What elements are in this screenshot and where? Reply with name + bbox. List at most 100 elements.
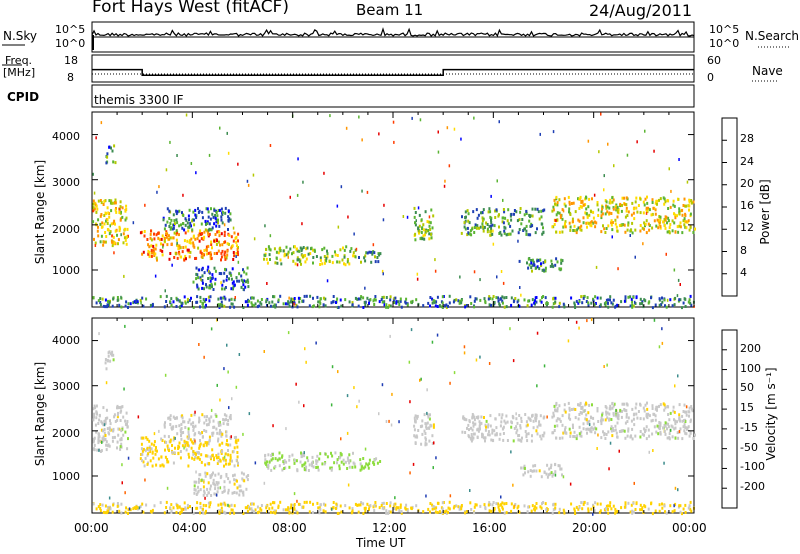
- echo-cell: [268, 507, 271, 511]
- echo-cell: [93, 207, 96, 211]
- echo-noise: [246, 179, 249, 183]
- echo-cell: [332, 295, 335, 298]
- echo-cell: [540, 475, 543, 479]
- echo-noise: [372, 243, 375, 247]
- echo-cell: [103, 431, 106, 435]
- echo-cell: [679, 510, 682, 514]
- echo-cell: [397, 506, 400, 510]
- echo-cell: [95, 404, 98, 408]
- echo-cell: [473, 231, 476, 234]
- echo-cell: [522, 473, 525, 477]
- echo-cell: [192, 450, 195, 454]
- echo-cell: [269, 248, 272, 252]
- echo-cell: [531, 263, 534, 267]
- echo-cell: [518, 510, 521, 514]
- echo-cell: [142, 510, 145, 514]
- echo-cell: [659, 421, 662, 425]
- echo-noise: [296, 193, 299, 197]
- echo-cell: [688, 504, 691, 508]
- echo-cell: [319, 507, 322, 511]
- echo-cell: [120, 409, 123, 413]
- echo-cell: [621, 196, 624, 200]
- echo-cell: [652, 412, 655, 416]
- echo-cell: [400, 510, 403, 513]
- echo-cell: [631, 305, 634, 309]
- echo-cell: [658, 198, 660, 202]
- echo-noise: [459, 275, 461, 279]
- echo-cell: [578, 413, 581, 416]
- echo-cell: [210, 282, 213, 286]
- echo-cell: [178, 505, 181, 509]
- echo-cell: [582, 216, 585, 220]
- echo-cell: [616, 208, 619, 212]
- echo-cell: [460, 505, 463, 509]
- echo-cell: [438, 304, 441, 308]
- echo-noise: [677, 374, 679, 378]
- echo-cell: [464, 227, 467, 231]
- echo-cell: [544, 502, 547, 506]
- echo-cell: [285, 460, 288, 464]
- echo-cell: [634, 508, 637, 511]
- echo-cell: [319, 256, 322, 260]
- echo-cell: [182, 431, 185, 434]
- echo-cell: [470, 439, 473, 443]
- echo-cell: [443, 510, 446, 514]
- echo-cell: [664, 406, 667, 410]
- echo-cell: [267, 464, 270, 468]
- echo-cell: [629, 510, 632, 514]
- echo-cell: [146, 437, 149, 441]
- echo-cell: [516, 300, 519, 304]
- echo-cell: [422, 510, 425, 514]
- echo-cell: [688, 406, 691, 410]
- echo-cell: [100, 213, 103, 216]
- echo-cell: [658, 427, 661, 431]
- echo-cell: [611, 200, 614, 204]
- echo-cell: [224, 267, 226, 271]
- echo-cell: [214, 487, 217, 491]
- echo-cell: [646, 201, 649, 205]
- echo-noise: [617, 267, 619, 271]
- echo-cell: [559, 467, 562, 471]
- echo-cell: [610, 418, 613, 421]
- echo-cell: [302, 255, 304, 259]
- echo-cell: [600, 419, 602, 423]
- echo-cell: [323, 246, 326, 250]
- echo-cell: [634, 200, 637, 204]
- echo-cell: [223, 413, 226, 417]
- echo-cell: [514, 297, 517, 300]
- echo-cell: [356, 503, 359, 507]
- echo-cell: [203, 299, 206, 303]
- echo-cell: [542, 501, 545, 504]
- echo-cell: [373, 303, 376, 306]
- echo-cell: [167, 416, 170, 420]
- echo-cell: [204, 441, 207, 445]
- echo-cell: [424, 233, 426, 237]
- echo-cell: [256, 299, 259, 303]
- echo-cell: [527, 505, 530, 509]
- echo-cell: [127, 508, 130, 512]
- echo-cell: [224, 211, 227, 215]
- echo-cell: [694, 227, 696, 231]
- echo-cell: [484, 436, 487, 440]
- echo-cell: [510, 296, 513, 300]
- echo-cell: [165, 294, 168, 298]
- echo-cell: [150, 447, 153, 451]
- echo-cell: [552, 503, 555, 507]
- echo-cell: [277, 300, 280, 304]
- echo-cell: [346, 258, 349, 261]
- echo-cell: [169, 440, 172, 444]
- cpid-value: themis 3300 IF: [94, 93, 184, 107]
- echo-cell: [221, 213, 224, 216]
- echo-cell: [113, 415, 116, 419]
- echo-noise: [123, 274, 125, 278]
- echo-cell: [585, 413, 588, 417]
- echo-cell: [547, 473, 550, 477]
- echo-cell: [441, 501, 444, 505]
- echo-cell: [489, 210, 492, 214]
- echo-cell: [110, 222, 113, 226]
- echo-cell: [448, 294, 451, 298]
- echo-cell: [211, 431, 214, 435]
- echo-cell: [684, 503, 687, 507]
- echo-cell: [193, 223, 196, 227]
- echo-cell: [654, 201, 657, 205]
